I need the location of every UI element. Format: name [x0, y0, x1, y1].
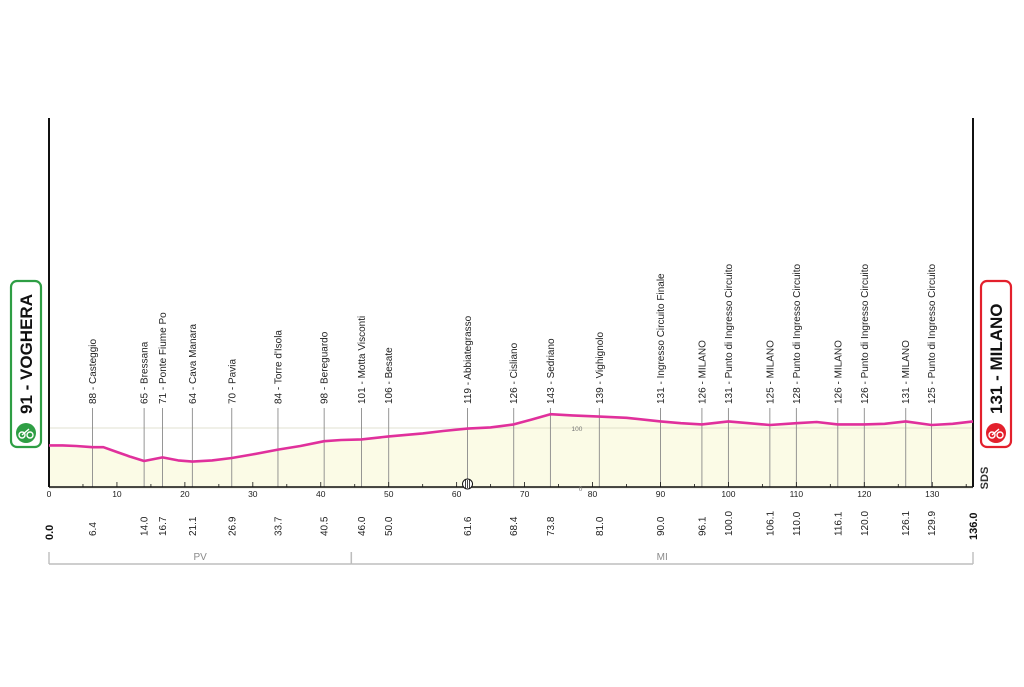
finish-badge-icon-wheel: [988, 431, 996, 439]
waypoint-km-label: 46.0: [357, 516, 368, 536]
waypoint-km-label: 6.4: [88, 522, 99, 536]
waypoint-km-label: 26.9: [227, 516, 238, 536]
elevation-scale-label: 0: [579, 486, 583, 493]
waypoint-label: 126 - Cisliano: [509, 342, 520, 404]
province-bracket: PV: [48, 552, 353, 565]
x-tick-label: 30: [248, 489, 258, 499]
waypoint-label: 119 - Abbiategrasso: [463, 315, 474, 404]
x-tick-label: 50: [384, 489, 394, 499]
waypoint-km-label: 96.1: [697, 516, 708, 536]
waypoint-km-label: 106.1: [765, 511, 776, 536]
start-badge-icon-wheel: [18, 431, 26, 439]
waypoint-label: 126 - Punto di Ingresso Circuito: [860, 263, 871, 404]
start-badge-icon-wheel: [26, 431, 34, 439]
waypoint-km-label: 81.0: [595, 516, 606, 536]
x-tick-label: 130: [925, 489, 939, 499]
x-tick-label: 60: [452, 489, 462, 499]
waypoint-label: 131 - MILANO: [901, 340, 912, 404]
waypoint-km-label: 61.6: [463, 516, 474, 536]
waypoint-km-label: 40.5: [320, 516, 331, 536]
waypoint-km-label: 68.4: [509, 516, 520, 536]
province-brackets-layer: PV MI: [48, 552, 974, 565]
waypoint-label: 70 - Pavia: [227, 359, 238, 404]
finish-badge: 131 - MILANO: [979, 279, 1013, 449]
waypoint-km-label: 14.0: [140, 516, 151, 536]
finish-badge-icon-wheel: [996, 431, 1004, 439]
waypoint-label: 143 - Sedriano: [546, 338, 557, 404]
x-tick-label: 90: [656, 489, 666, 499]
finish-km-label: 136.0: [968, 512, 980, 540]
waypoint-km-label: 126.1: [901, 511, 912, 536]
waypoint-label: 88 - Casteggio: [88, 339, 99, 404]
x-tick-label: 80: [588, 489, 598, 499]
start-km-label: 0.0: [44, 525, 56, 540]
x-tick-label: 20: [180, 489, 190, 499]
waypoint-label: 84 - Torre d'Isola: [273, 330, 284, 404]
x-tick-label: 10: [112, 489, 122, 499]
profile-fill-layer: [49, 414, 973, 489]
waypoint-km-label: 16.7: [158, 516, 169, 536]
profile-line-layer: [49, 412, 974, 463]
province-bracket: MI: [350, 552, 974, 565]
waypoint-label: 126 - MILANO: [697, 340, 708, 404]
waypoint-label: 71 - Ponte Fiume Po: [158, 312, 169, 404]
waypoint-label: 125 - Punto di Ingresso Circuito: [927, 263, 938, 404]
province-label: MI: [657, 552, 668, 563]
x-tick-label: 40: [316, 489, 326, 499]
finish-badge-label: 131 - MILANO: [987, 303, 1006, 414]
axes-layer: 0 10 20 30 40 50 60 70 80 90 100 110 120 130 100 0: [47, 118, 974, 499]
waypoint-label: 139 - Vighignolo: [595, 331, 606, 404]
start-badge-icon-frame: [21, 428, 30, 436]
start-badge: 91 - VOGHERA: [9, 279, 43, 449]
waypoint-km-label: 50.0: [384, 516, 395, 536]
waypoint-labels-layer: 88 - Casteggio 6.4 65 - Bressana 14.0 71 - P…: [44, 263, 980, 540]
x-tick-label: 0: [47, 489, 52, 499]
x-tick-label: 100: [721, 489, 735, 499]
waypoint-km-label: 120.0: [860, 511, 871, 536]
x-tick-label: 110: [790, 489, 804, 499]
waypoint-label: 125 - MILANO: [765, 340, 776, 404]
waypoint-label: 64 - Cava Manara: [188, 324, 199, 404]
waypoint-label: 98 - Bereguardo: [320, 331, 331, 404]
waypoint-label: 131 - Punto di Ingresso Circuito: [724, 263, 735, 404]
waypoint-km-label: 90.0: [656, 516, 667, 536]
waypoint-label: 106 - Besate: [384, 347, 395, 404]
waypoint-km-label: 110.0: [792, 511, 803, 536]
waypoint-label: 65 - Bressana: [140, 341, 151, 404]
waypoint-km-label: 73.8: [546, 516, 557, 536]
waypoint-km-label: 21.1: [188, 516, 199, 536]
elevation-scale-label: 100: [571, 426, 582, 433]
waypoint-label: 131 - Ingresso Circuito Finale: [656, 273, 667, 404]
waypoint-label: 128 - Punto di Ingresso Circuito: [792, 263, 803, 404]
finish-badge-frame: [979, 279, 1013, 449]
start-finish-badges-layer: 91 - VOGHERA 131 - MILANO SDS: [9, 279, 1013, 490]
waypoint-km-label: 33.7: [273, 516, 284, 536]
waypoint-label: 101 - Motta Visconti: [357, 316, 368, 404]
province-label: PV: [193, 552, 207, 563]
x-tick-label: 70: [520, 489, 530, 499]
waypoint-lines-layer: [92, 408, 933, 487]
finish-badge-icon-frame: [991, 428, 1000, 436]
start-badge-label: 91 - VOGHERA: [17, 294, 36, 414]
start-badge-frame: [9, 279, 43, 449]
waypoint-km-label: 116.1: [833, 511, 844, 536]
profile-line: [49, 412, 974, 463]
sds-logo-icon: SDS: [979, 467, 991, 490]
profile-area-fill: [49, 414, 973, 487]
waypoint-label: 126 - MILANO: [833, 340, 844, 404]
waypoint-km-label: 100.0: [724, 511, 735, 536]
waypoint-km-label: 129.9: [927, 511, 938, 536]
x-tick-label: 120: [857, 489, 871, 499]
